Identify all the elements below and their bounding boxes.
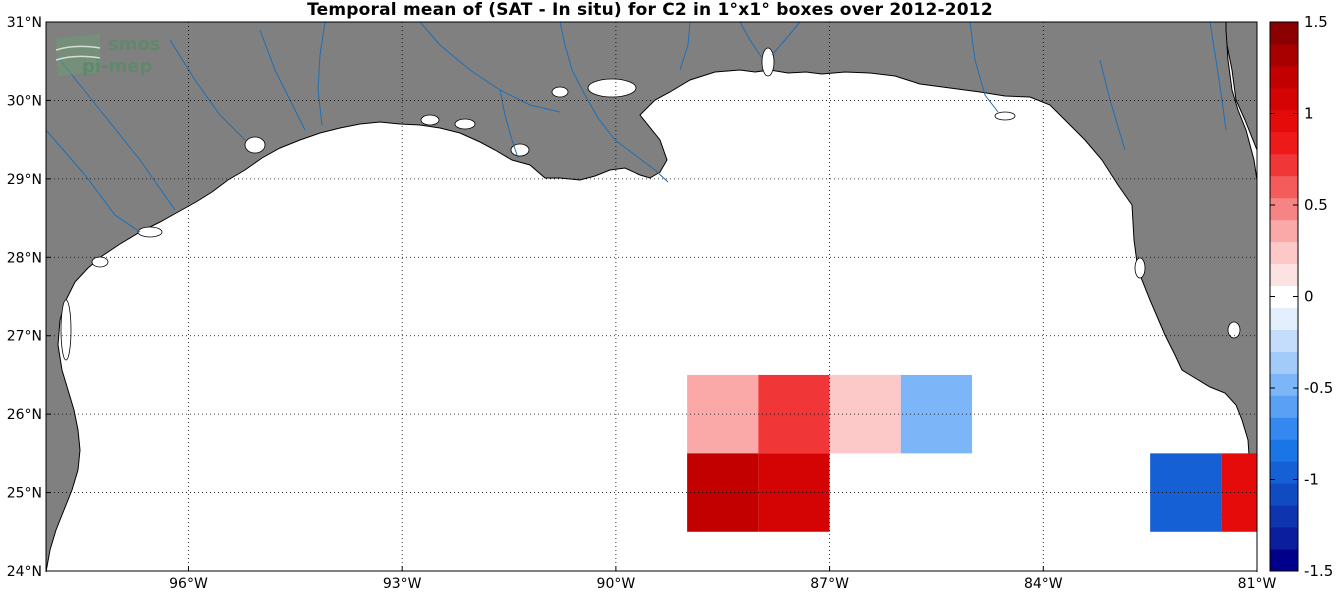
colorbar-swatch [1270,439,1298,462]
colorbar-swatch [1270,263,1298,287]
river-neches [259,29,306,131]
lake-pontchartrain [587,78,637,98]
colorbar-swatch [1270,22,1298,45]
river-st-johns [1209,21,1227,131]
colorbar-tick-label: -1.5 [1304,562,1333,580]
map-frame [45,21,1258,572]
bay-tampa [1134,257,1146,279]
colorbar-swatch [1270,241,1298,265]
lat-tick-label: 27°N [7,329,42,345]
lon-tick-label: 87°W [810,576,849,592]
heatmap-cell [1221,453,1257,532]
colorbar-swatch [1270,131,1298,155]
lake-grand [420,114,440,126]
lon-tick-label: 93°W [383,576,422,592]
lat-tick-label: 25°N [7,486,42,502]
river-atchafalaya [499,89,519,159]
lon-tick-label: 81°W [1238,576,1277,592]
bay-atchafalaya [510,143,530,157]
smos-pimep-logo: smos pi-mep [55,34,161,77]
bay-mobile [761,47,775,77]
river-colorado [45,129,141,233]
bay-galveston [244,136,266,154]
colorbar-swatch [1270,87,1298,111]
logo-mark-icon [56,34,100,76]
lon-axis: 96°W 93°W 90°W 87°W 84°W 81°W [169,566,1276,592]
colorbar-swatch [1270,373,1298,396]
river-sabine [317,21,326,126]
heatmap-cell [829,374,901,454]
lake-okeechobee [1227,321,1241,339]
bay-corpus [91,256,109,268]
colorbar-swatch [1270,175,1298,199]
lat-tick-label: 28°N [7,250,42,266]
heatmap-cell [900,374,973,454]
lat-tick-label: 24°N [7,564,42,580]
lake-maurepas [551,86,569,98]
river-chattahoochee [969,21,999,113]
colorbar-tick-label: 1 [1304,105,1314,123]
colorbar [1270,22,1298,572]
colorbar-swatch [1270,307,1298,330]
colorbar-ticks: 1.5 1 0.5 0 -0.5 -1 -1.5 [1270,13,1333,580]
lat-axis: 24°N 25°N 26°N 27°N 28°N 29°N 30°N 31°N [7,15,51,580]
bay-matagorda [137,226,163,238]
logo-line2: pi-mep [82,56,152,77]
colorbar-swatch [1270,351,1298,374]
river-alabama [771,21,801,56]
river-red [419,21,561,113]
river-suwannee [1099,59,1126,151]
map-title: Temporal mean of (SAT - In situ) for C2 … [307,0,993,20]
colorbar-swatch [1270,285,1298,308]
river-tombigbee [739,21,763,59]
river-trinity [169,39,246,141]
colorbar-swatch [1270,65,1298,89]
lon-tick-label: 96°W [169,576,208,592]
colorbar-swatch [1270,153,1298,177]
lon-tick-label: 90°W [597,576,636,592]
colorbar-swatch [1270,395,1298,418]
river-layer [45,21,1227,233]
colorbar-tick-label: 0 [1304,288,1314,306]
colorbar-swatch [1270,109,1298,133]
colorbar-swatch [1270,505,1298,528]
colorbar-swatch [1270,549,1298,572]
colorbar-swatch [1270,329,1298,352]
colorbar-swatch [1270,197,1298,221]
colorbar-tick-label: 1.5 [1304,13,1328,31]
colorbar-swatch [1270,417,1298,440]
logo-line1: smos [108,34,161,55]
colorbar-swatch [1270,483,1298,506]
bay-laguna-madre [60,299,72,361]
colorbar-tick-label: -1 [1304,471,1319,489]
colorbar-swatch [1270,461,1298,484]
colorbar-tick-label: -0.5 [1304,379,1333,397]
colorbar-tick-label: 0.5 [1304,196,1328,214]
colorbar-swatch [1270,527,1298,550]
colorbar-swatch [1270,43,1298,67]
river-brazos [59,59,176,211]
lon-tick-label: 84°W [1024,576,1063,592]
land-layer [45,21,1258,573]
lat-tick-label: 31°N [7,15,42,31]
bay-apalachicola [994,111,1016,121]
river-mississippi [559,21,669,183]
river-pearl [679,21,691,71]
colorbar-swatch [1270,219,1298,243]
lake-white [454,118,476,130]
lat-tick-label: 26°N [7,407,42,423]
lat-tick-label: 29°N [7,172,42,188]
lat-tick-label: 30°N [7,93,42,109]
